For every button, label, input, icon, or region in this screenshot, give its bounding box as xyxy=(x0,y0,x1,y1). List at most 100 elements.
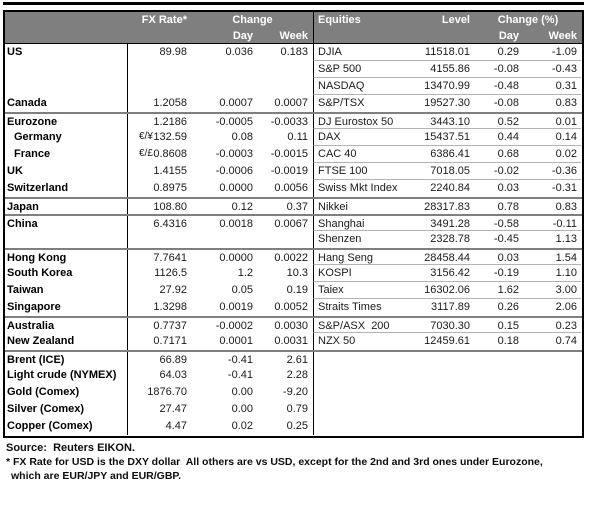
equities-row-section: Nikkei 28317.83 0.78 0.83 xyxy=(313,199,581,214)
market-data-table: FX Rate* Change Day Week Equities Level … xyxy=(3,10,584,438)
fx-day-change: -0.0002 xyxy=(215,320,253,332)
equity-name xyxy=(314,384,416,401)
fx-day-change: 0.00 xyxy=(231,386,253,398)
table-row: Australia 0.7737 -0.0002 0.0030 S&P/ASX … xyxy=(5,316,582,333)
equities-row-section: Straits Times 3117.89 0.26 2.06 xyxy=(313,299,581,316)
country-label: UK xyxy=(5,163,128,180)
country-label: Japan xyxy=(5,199,128,214)
fx-day-change: 0.00 xyxy=(231,403,253,415)
equity-name: DJIA xyxy=(318,46,342,58)
equity-day-change: -0.08 xyxy=(493,63,519,75)
country-label xyxy=(5,78,128,95)
table-row: Shenzen 2328.78 -0.45 1.13 xyxy=(5,231,582,248)
fx-day-change: 0.036 xyxy=(225,46,253,58)
country-label: Copper (Comex) xyxy=(5,418,128,435)
fx-week-change xyxy=(259,231,313,248)
equity-level: 15437.51 xyxy=(424,131,470,143)
equity-name: NZX 50 xyxy=(318,335,356,347)
eq-day-header: Day xyxy=(498,30,519,42)
level-header: Level xyxy=(441,14,470,26)
fx-rate-value: 6.4316 xyxy=(153,218,187,230)
country-label: New Zealand xyxy=(5,333,128,350)
equity-level: 7030.30 xyxy=(430,320,470,332)
equities-row-section: NZX 50 12459.61 0.18 0.74 xyxy=(313,333,581,350)
equity-name: FTSE 100 xyxy=(318,165,368,177)
equity-name xyxy=(314,367,416,384)
fx-rate-value: 1.2186 xyxy=(153,116,187,128)
equity-name: Straits Times xyxy=(318,301,382,313)
equity-name: S&P/ASX 200 xyxy=(318,320,390,332)
fx-day-change xyxy=(192,61,259,78)
fx-week-change: 0.183 xyxy=(280,46,308,58)
equity-level xyxy=(416,401,475,418)
equity-name xyxy=(314,418,416,435)
equity-level: 11518.01 xyxy=(424,46,470,58)
fx-day-change: -0.0005 xyxy=(215,116,253,128)
country-label: China xyxy=(5,216,128,231)
fx-day-change: -0.0003 xyxy=(215,148,253,160)
fx-day-change: 1.2 xyxy=(237,267,253,279)
header-spacer xyxy=(5,28,192,44)
equity-level: 13470.99 xyxy=(424,80,470,92)
equities-row-section xyxy=(313,418,581,435)
equity-day-change: -0.58 xyxy=(493,218,519,230)
equity-level: 3443.10 xyxy=(430,116,470,128)
country-label: France xyxy=(5,146,128,163)
table-row: China 6.4316 0.0018 0.0067 Shanghai 3491… xyxy=(5,214,582,231)
fx-week-change xyxy=(259,61,313,78)
equities-row-section: DAX 15437.51 0.44 0.14 xyxy=(313,129,581,146)
equity-name: Swiss Mkt Index xyxy=(318,182,398,194)
equity-name: Taiex xyxy=(318,284,344,296)
fx-rate-value xyxy=(128,78,192,95)
equity-week-change: 0.01 xyxy=(555,116,577,128)
fx-week-change: -9.20 xyxy=(282,386,308,398)
equity-name: KOSPI xyxy=(318,267,352,279)
equity-level: 3491.28 xyxy=(430,218,470,230)
equities-header-section: Equities Level Change (%) Day Week xyxy=(313,12,581,43)
equity-level xyxy=(416,352,475,367)
equity-day-change: 0.68 xyxy=(497,148,519,160)
equity-level: 28458.44 xyxy=(424,252,470,264)
fx-rate-value: 0.7171 xyxy=(153,335,187,347)
equity-name: Shenzen xyxy=(318,233,362,245)
table-row: Germany €/¥ 132.59 0.08 0.11 DAX 15437.5… xyxy=(5,129,582,146)
fx-rate-value: 1126.5 xyxy=(154,267,187,279)
fx-week-change: 0.0022 xyxy=(274,252,308,264)
equity-name: Shanghai xyxy=(318,218,365,230)
fx-week-change: 0.0052 xyxy=(274,301,308,313)
country-label: Brent (ICE) xyxy=(5,352,128,367)
table-row: Light crude (NYMEX) 64.03 -0.41 2.28 xyxy=(5,367,582,384)
equities-row-section xyxy=(313,384,581,401)
equity-week-change: 0.74 xyxy=(555,335,577,347)
fx-week-change: 0.0030 xyxy=(274,320,308,332)
fx-day-change: 0.0001 xyxy=(219,335,253,347)
fx-day-change: -0.0006 xyxy=(215,165,253,177)
equity-week-change: 0.31 xyxy=(555,80,577,92)
country-label: Switzerland xyxy=(5,180,128,197)
equities-row-section: NASDAQ 13470.99 -0.48 0.31 xyxy=(313,78,581,95)
fx-day-change: 0.0000 xyxy=(219,252,253,264)
equity-day-change: -0.48 xyxy=(493,80,519,92)
equity-day-change xyxy=(475,401,525,418)
table-row: Canada 1.2058 0.0007 0.0007 S&P/TSX 1952… xyxy=(5,95,582,112)
equities-row-section: KOSPI 3156.42 -0.19 1.10 xyxy=(313,265,581,282)
equities-row-section: DJIA 11518.01 0.29 -1.09 xyxy=(313,44,581,61)
fx-day-change: 0.0000 xyxy=(219,182,253,194)
fx-week-header: Week xyxy=(279,30,308,42)
fx-rate-value xyxy=(128,231,192,248)
equity-level: 12459.61 xyxy=(424,335,470,347)
currency-pair: €/£ xyxy=(139,148,153,159)
fx-day-header: Day xyxy=(232,30,253,42)
fx-day-change xyxy=(192,78,259,95)
equity-week-change: 0.14 xyxy=(555,131,577,143)
fx-day-change: -0.41 xyxy=(227,369,253,381)
table-row: US 89.98 0.036 0.183 DJIA 11518.01 0.29 … xyxy=(5,44,582,61)
table-row: Eurozone 1.2186 -0.0005 -0.0033 DJ Euros… xyxy=(5,112,582,129)
equity-day-change: -0.02 xyxy=(493,165,519,177)
equities-row-section: S&P/TSX 19527.30 -0.08 0.83 xyxy=(313,95,581,112)
equity-week-change: -1.09 xyxy=(551,46,577,58)
equities-row-section: Taiex 16302.06 1.62 3.00 xyxy=(313,282,581,299)
equity-week-change xyxy=(525,418,581,435)
fx-rate-value: 1.4155 xyxy=(153,165,187,177)
source-note: Source: Reuters EIKON. xyxy=(6,442,135,454)
